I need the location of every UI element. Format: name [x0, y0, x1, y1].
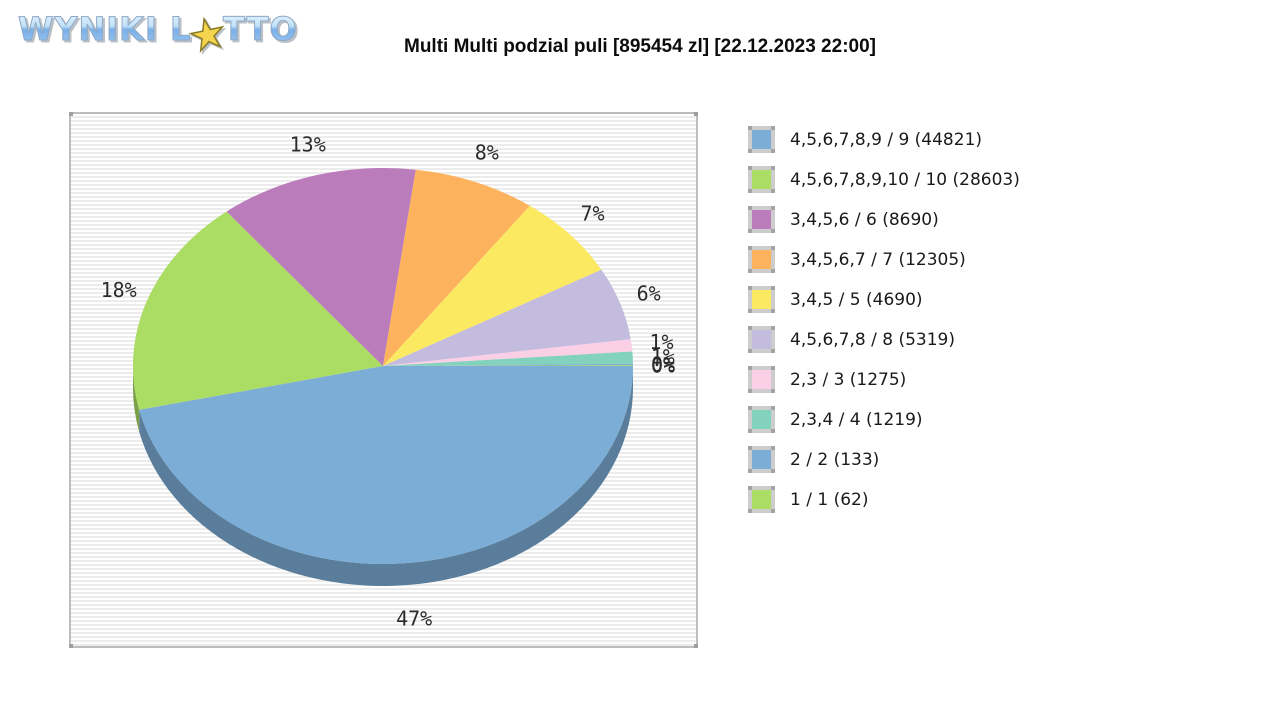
legend-swatch: [748, 406, 775, 433]
legend-label: 2,3,4 / 4 (1219): [790, 409, 923, 430]
legend-item: 2,3 / 3 (1275): [748, 366, 1020, 393]
pie-slice-rim-1: [133, 366, 140, 432]
percent-label-1: 18%: [101, 278, 137, 302]
percent-label-5: 6%: [637, 281, 661, 305]
legend-label: 4,5,6,7,8 / 8 (5319): [790, 329, 955, 350]
percent-label-2: 13%: [290, 132, 326, 156]
pie-slice-7: [383, 351, 633, 366]
legend-swatch: [748, 246, 775, 273]
legend-item: 4,5,6,7,8 / 8 (5319): [748, 326, 1020, 353]
pie-slice-6: [383, 339, 633, 366]
percent-label-0: 47%: [396, 607, 432, 631]
legend-label: 1 / 1 (62): [790, 489, 869, 510]
percent-label-6: 1%: [649, 330, 673, 354]
pie-slice-3: [383, 169, 530, 366]
legend-swatch: [748, 126, 775, 153]
chart-plot-area: 47% 18% 13% 8% 7% 6% 1% 1% 0% 0%: [69, 112, 698, 648]
legend-item: 1 / 1 (62): [748, 486, 1020, 513]
chart-legend: 4,5,6,7,8,9 / 9 (44821) 4,5,6,7,8,9,10 / …: [748, 126, 1020, 526]
legend-label: 3,4,5,6,7 / 7 (12305): [790, 249, 966, 270]
legend-label: 2 / 2 (133): [790, 449, 880, 470]
legend-swatch: [748, 326, 775, 353]
percent-label-7: 1%: [651, 344, 675, 368]
legend-swatch: [748, 166, 775, 193]
legend-label: 3,4,5,6 / 6 (8690): [790, 209, 939, 230]
pie-slice-1: [133, 211, 383, 410]
pie-slice-2: [226, 168, 416, 366]
pie-slice-4: [383, 205, 602, 366]
legend-item: 3,4,5,6,7 / 7 (12305): [748, 246, 1020, 273]
pie-slice-5: [383, 269, 631, 366]
pie-slice-8: [383, 363, 633, 366]
percent-label-8: 0%: [651, 352, 675, 376]
legend-swatch: [748, 206, 775, 233]
legend-item: 4,5,6,7,8,9,10 / 10 (28603): [748, 166, 1020, 193]
site-logo: WYNIKI L★TTO: [17, 6, 298, 63]
legend-label: 3,4,5 / 5 (4690): [790, 289, 923, 310]
site-logo-text-right: TTO: [223, 10, 298, 49]
pie-chart: 47%18%13% 8%7%6%1%1%0%0%: [101, 132, 675, 631]
site-logo-text-left: WYNIKI L: [17, 10, 192, 49]
legend-swatch: [748, 366, 775, 393]
legend-item: 4,5,6,7,8,9 / 9 (44821): [748, 126, 1020, 153]
percent-label-3: 8%: [475, 140, 499, 164]
pie-slice-0: [139, 366, 633, 565]
legend-swatch: [748, 446, 775, 473]
legend-label: 4,5,6,7,8,9 / 9 (44821): [790, 129, 983, 150]
legend-label: 4,5,6,7,8,9,10 / 10 (28603): [790, 169, 1020, 190]
legend-item: 2 / 2 (133): [748, 446, 1020, 473]
percent-label-9: 0%: [651, 354, 675, 378]
chart-title: Multi Multi podzial puli [895454 zl] [22…: [404, 36, 876, 57]
percent-label-4: 7%: [580, 201, 604, 225]
legend-label: 2,3 / 3 (1275): [790, 369, 907, 390]
legend-swatch: [748, 286, 775, 313]
legend-item: 3,4,5 / 5 (4690): [748, 286, 1020, 313]
legend-swatch: [748, 486, 775, 513]
legend-item: 2,3,4 / 4 (1219): [748, 406, 1020, 433]
legend-item: 3,4,5,6 / 6 (8690): [748, 206, 1020, 233]
